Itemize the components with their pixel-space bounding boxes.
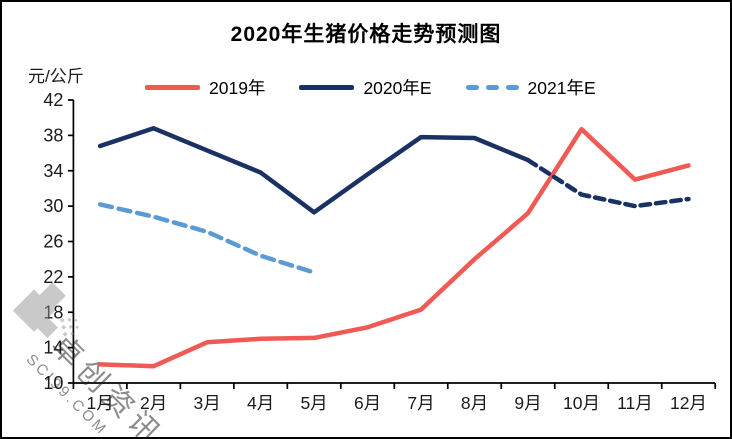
legend-label-2020e: 2020年E	[363, 78, 432, 98]
x-tick-label: 5月	[300, 393, 327, 413]
legend-item-2020e: 2020年E	[299, 75, 432, 100]
legend-label-2021e: 2021年E	[527, 78, 596, 98]
axis-lines	[72, 100, 716, 384]
x-tick-label: 3月	[193, 393, 220, 413]
series-layer	[97, 126, 691, 369]
watermark-logo-diamond-small-2	[36, 316, 59, 339]
y-tick-label: 38	[43, 125, 63, 145]
x-tick-label: 12月	[670, 393, 707, 413]
x-tick-label: 8月	[461, 393, 488, 413]
legend: 2019年 2020年E 2021年E	[145, 75, 596, 100]
y-tick-label: 30	[43, 196, 63, 216]
legend-swatch-2020e-line	[299, 85, 355, 90]
watermark: 卓创资讯 SCI99.COM	[12, 282, 170, 437]
legend-swatch-2019-line	[145, 85, 200, 90]
y-tick-label: 22	[43, 267, 63, 287]
y-tick-label: 42	[43, 90, 63, 110]
legend-item-2021e: 2021年E	[465, 75, 596, 100]
x-tick-label: 10月	[563, 393, 600, 413]
series-line-0-solid	[97, 126, 691, 369]
legend-swatch-2021e-dashed-line	[465, 85, 519, 90]
y-tick-label: 14	[43, 338, 63, 358]
x-tick-label: 1月	[87, 393, 114, 413]
legend-item-2019: 2019年	[145, 75, 265, 100]
y-axis-unit-label: 元/公斤	[28, 67, 84, 86]
legend-label-2019: 2019年	[209, 78, 266, 98]
x-tick-label: 4月	[247, 393, 274, 413]
x-tick-label: 11月	[617, 393, 653, 413]
series-line-1-dashed	[525, 157, 691, 209]
series-line-1-solid	[97, 126, 531, 215]
x-tick-label: 6月	[354, 393, 381, 413]
y-tick-label: 26	[43, 232, 63, 252]
x-tick-label: 2月	[140, 393, 167, 413]
chart-title: 2020年生猪价格走势预测图	[230, 23, 502, 46]
series-line-2-dashed	[97, 202, 317, 275]
y-tick-label: 10	[43, 373, 63, 393]
x-tick-label: 9月	[514, 393, 541, 413]
y-tick-label: 34	[43, 161, 63, 181]
x-tick-label: 7月	[407, 393, 434, 413]
